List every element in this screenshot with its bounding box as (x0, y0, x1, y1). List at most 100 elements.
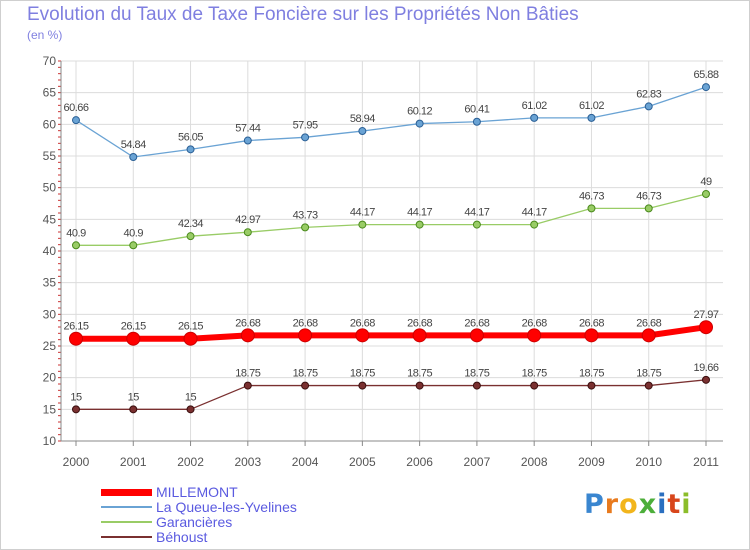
x-tick-label: 2011 (693, 455, 719, 469)
y-tick-label: 35 (43, 276, 57, 290)
data-point (301, 223, 310, 232)
data-label: 44.17 (407, 207, 432, 219)
data-label: 44.17 (464, 207, 489, 219)
data-label: 18.75 (350, 368, 375, 380)
data-label: 61.02 (579, 100, 604, 112)
data-label: 61.02 (522, 100, 547, 112)
series-millemont: 26.15 26.15 26.15 26.68 26.68 26.68 26.68 26.68… (63, 309, 719, 346)
x-tick-label: 2008 (521, 455, 548, 469)
data-point (472, 220, 481, 229)
data-point (186, 232, 195, 241)
x-tick-label: 2001 (120, 455, 147, 469)
data-point (472, 117, 481, 126)
y-tick-label: 15 (43, 402, 57, 416)
data-label: 26.68 (407, 317, 432, 329)
data-point (129, 405, 138, 414)
data-point (587, 381, 596, 390)
data-point (644, 102, 653, 111)
logo-letter: r (604, 489, 620, 520)
data-point (702, 375, 710, 384)
data-point (72, 116, 80, 125)
series-line (76, 193, 707, 246)
data-point (129, 241, 138, 250)
data-label: 49 (700, 176, 712, 188)
data-label: 40.9 (124, 227, 144, 239)
data-point (415, 119, 424, 128)
data-point (530, 113, 539, 122)
data-label: 18.75 (636, 368, 661, 380)
data-point (415, 381, 424, 390)
y-tick-label: 45 (43, 212, 57, 226)
legend-label: La Queue-les-Yvelines (156, 499, 297, 515)
data-point (641, 328, 656, 343)
data-point (243, 136, 252, 145)
series-garancieres: 40.9 40.9 42.34 42.97 43.73 44.17 44.17 44.17 44… (66, 176, 712, 250)
x-tick-label: 2002 (177, 455, 204, 469)
data-label: 18.75 (522, 368, 547, 380)
data-label: 15 (185, 391, 197, 403)
data-point (72, 405, 80, 414)
data-label: 40.9 (66, 227, 86, 239)
y-axis-unit-label: (en %) (27, 28, 63, 42)
data-label: 26.68 (464, 317, 489, 329)
logo-letter: o (619, 489, 639, 520)
data-label: 26.15 (63, 321, 88, 333)
x-tick-label: 2000 (63, 455, 90, 469)
series-line (75, 86, 707, 158)
data-label: 57.44 (235, 123, 260, 135)
data-point (702, 83, 710, 92)
x-tick-label: 2007 (464, 455, 491, 469)
x-tick-label: 2005 (349, 455, 376, 469)
y-tick-label: 55 (43, 149, 57, 163)
data-label: 26.15 (178, 321, 203, 333)
x-tick-label: 2006 (406, 455, 433, 469)
data-point (415, 220, 424, 229)
axes: 10 15 20 25 30 35 40 45 50 55 60 65 70 2000 2001 2002 20… (43, 54, 723, 469)
chart-title: Evolution du Taux de Taxe Foncière sur l… (27, 4, 579, 25)
data-point (243, 381, 252, 390)
data-label: 44.17 (522, 207, 547, 219)
data-label: 26.68 (636, 317, 661, 329)
legend-swatch (101, 488, 152, 496)
legend-label: MILLEMONT (156, 484, 238, 500)
data-point (69, 331, 83, 346)
legend-label: Béhoust (156, 529, 208, 545)
data-point (358, 127, 367, 136)
data-label: 62.83 (636, 88, 661, 100)
legend-swatch (101, 536, 152, 538)
data-point (587, 113, 596, 122)
data-point (644, 204, 653, 213)
x-tick-label: 2009 (578, 455, 605, 469)
data-label: 42.34 (178, 218, 203, 230)
data-point (186, 145, 195, 154)
data-label: 15 (128, 391, 140, 403)
data-label: 18.75 (464, 368, 489, 380)
data-point (186, 405, 195, 414)
series-line (76, 324, 707, 342)
data-point (72, 241, 80, 250)
y-tick-label: 40 (43, 244, 57, 258)
data-point (412, 328, 427, 343)
logo-letter: x (638, 489, 658, 520)
legend-swatch (101, 506, 152, 508)
data-label: 26.68 (293, 317, 318, 329)
data-point (183, 331, 198, 346)
data-point (126, 331, 141, 346)
series-behoust: 15 15 15 18.75 18.75 18.75 18.75 18.75 18.75 18.7… (70, 362, 719, 414)
data-label: 42.97 (235, 214, 260, 226)
x-tick-label: 2003 (234, 455, 261, 469)
series-la-queue-les-yvelines: 60.66 54.84 56.05 57.44 57.95 58.94 60.12 60.41… (63, 69, 719, 162)
data-label: 18.75 (293, 368, 318, 380)
data-point (527, 328, 542, 343)
y-tick-label: 20 (43, 371, 57, 385)
data-label: 46.73 (579, 190, 604, 202)
logo-letter: t (667, 489, 682, 520)
data-point (355, 328, 370, 343)
series-line (76, 379, 707, 410)
data-label: 26.68 (235, 317, 260, 329)
data-point (644, 381, 653, 390)
logo-letter: i (657, 489, 668, 520)
data-point (530, 381, 539, 390)
logo-letter: P (584, 489, 605, 520)
